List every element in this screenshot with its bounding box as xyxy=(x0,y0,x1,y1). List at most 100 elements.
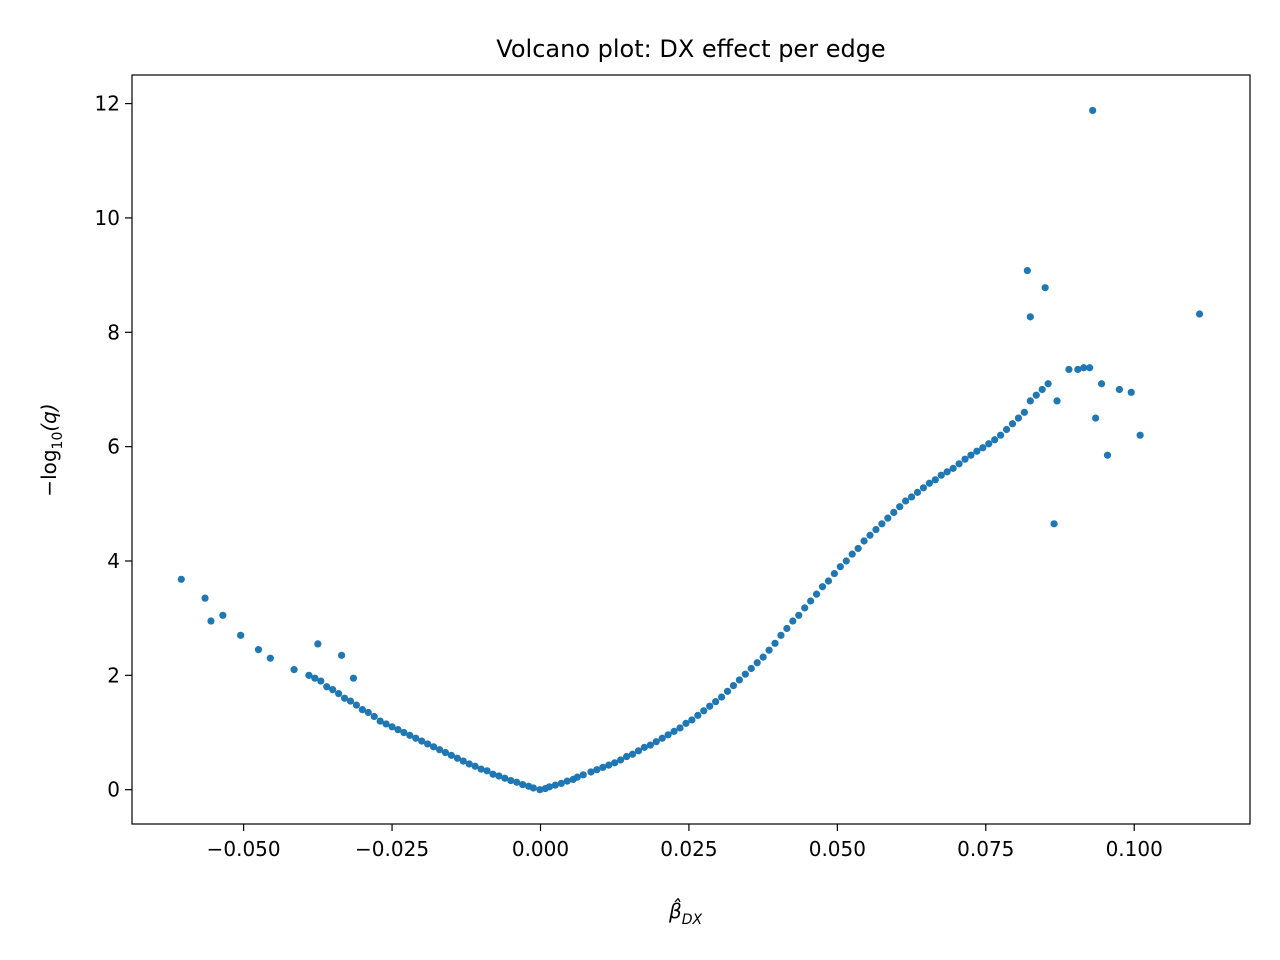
scatter-point xyxy=(219,611,227,619)
y-tick-label: 2 xyxy=(107,663,120,687)
scatter-point xyxy=(830,569,838,578)
x-axis-ticks: −0.050 −0.025 0.000 0.025 0.050 0.075 0.100 xyxy=(207,824,1163,861)
scatter-point xyxy=(919,484,928,492)
scatter-point xyxy=(519,780,527,789)
scatter-point xyxy=(617,756,625,764)
scatter-point xyxy=(640,743,648,751)
scatter-point xyxy=(902,497,910,505)
scatter-point xyxy=(1008,420,1017,428)
y-axis-label-sub: 10 xyxy=(50,432,66,450)
x-tick-label: 0.075 xyxy=(957,837,1014,861)
scatter-point xyxy=(628,750,637,758)
scatter-point xyxy=(412,734,420,742)
scatter-point xyxy=(848,550,856,558)
scatter-point xyxy=(622,752,631,761)
x-tick-label: −0.025 xyxy=(355,837,429,861)
scatter-point xyxy=(447,751,456,759)
scatter-point xyxy=(1127,388,1135,396)
scatter-point xyxy=(1026,397,1034,405)
scatter-point xyxy=(795,611,803,619)
scatter-point xyxy=(346,697,355,705)
scatter-point xyxy=(688,716,696,724)
scatter-point xyxy=(388,723,396,731)
scatter-point xyxy=(658,734,666,742)
scatter-point xyxy=(317,677,325,685)
scatter-point xyxy=(358,706,366,714)
scatter-point xyxy=(712,698,720,706)
scatter-point xyxy=(254,646,263,654)
scatter-point xyxy=(587,768,595,776)
axes-frame xyxy=(131,74,1251,825)
scatter-point xyxy=(290,666,298,674)
scatter-point xyxy=(435,746,444,754)
scatter-point xyxy=(967,451,975,459)
scatter-point xyxy=(747,664,755,673)
y-tick-label: 8 xyxy=(107,320,120,344)
x-tick-label: 0.050 xyxy=(809,837,866,861)
scatter-point xyxy=(177,575,185,583)
y-axis-label: −log10(q) xyxy=(37,403,66,496)
y-axis-label-tail: (q) xyxy=(37,403,61,431)
scatter-point xyxy=(340,694,349,702)
scatter-point xyxy=(783,624,791,633)
scatter-point xyxy=(1020,408,1028,416)
scatter-point xyxy=(717,693,726,701)
scatter-point xyxy=(1014,414,1023,422)
scatter-point xyxy=(949,464,957,472)
scatter-point xyxy=(890,508,898,516)
scatter-point xyxy=(652,738,660,746)
x-tick-label: 0.000 xyxy=(512,837,569,861)
scatter-point xyxy=(579,771,587,779)
y-tick-label: 6 xyxy=(107,435,120,459)
scatter-point xyxy=(471,762,479,770)
scatter-point xyxy=(789,617,797,625)
scatter-point xyxy=(406,731,414,739)
scatter-point xyxy=(872,525,880,534)
scatter-point xyxy=(943,468,951,476)
x-tick-label: 0.025 xyxy=(660,837,717,861)
scatter-point xyxy=(507,776,515,785)
scatter-point xyxy=(1086,364,1094,372)
scatter-point xyxy=(735,676,743,684)
scatter-point xyxy=(937,471,945,479)
scatter-point xyxy=(424,740,432,748)
scatter-point xyxy=(771,639,779,647)
scatter-point xyxy=(349,674,358,682)
scatter-point xyxy=(611,759,619,767)
scatter-point xyxy=(1089,106,1097,115)
scatter-point xyxy=(1074,365,1082,374)
scatter-point xyxy=(985,440,993,448)
scatter-point xyxy=(931,476,939,484)
scatter-point xyxy=(961,455,969,463)
scatter-point xyxy=(525,782,533,790)
scatter-point xyxy=(646,741,654,749)
y-tick-label: 0 xyxy=(107,778,120,802)
scatter-point xyxy=(670,727,678,735)
scatter-point xyxy=(329,686,337,694)
x-axis-label-base: β̂ xyxy=(668,898,682,923)
scatter-point xyxy=(955,460,963,468)
scatter-point xyxy=(723,687,732,695)
scatter-point xyxy=(860,537,868,545)
scatter-point xyxy=(1002,425,1011,434)
scatter-point xyxy=(1026,313,1034,321)
scatter-point xyxy=(973,447,981,455)
scatter-point xyxy=(477,765,485,773)
scatter-point xyxy=(765,646,773,654)
scatter-point xyxy=(573,773,581,781)
scatter-point xyxy=(376,717,384,725)
scatter-point xyxy=(812,590,821,598)
scatter-point xyxy=(1092,414,1100,422)
scatter-point xyxy=(842,557,850,565)
scatter-point xyxy=(1195,310,1204,318)
scatter-point xyxy=(323,683,331,691)
scatter-point xyxy=(459,757,467,765)
y-tick-label: 4 xyxy=(107,549,120,573)
scatter-point xyxy=(599,763,607,771)
scatter-point xyxy=(1115,385,1123,394)
x-axis-label: β̂DX xyxy=(668,898,703,928)
scatter-point xyxy=(664,731,672,739)
scatter-point xyxy=(563,777,571,785)
chart-title: Volcano plot: DX effect per edge xyxy=(496,35,885,63)
